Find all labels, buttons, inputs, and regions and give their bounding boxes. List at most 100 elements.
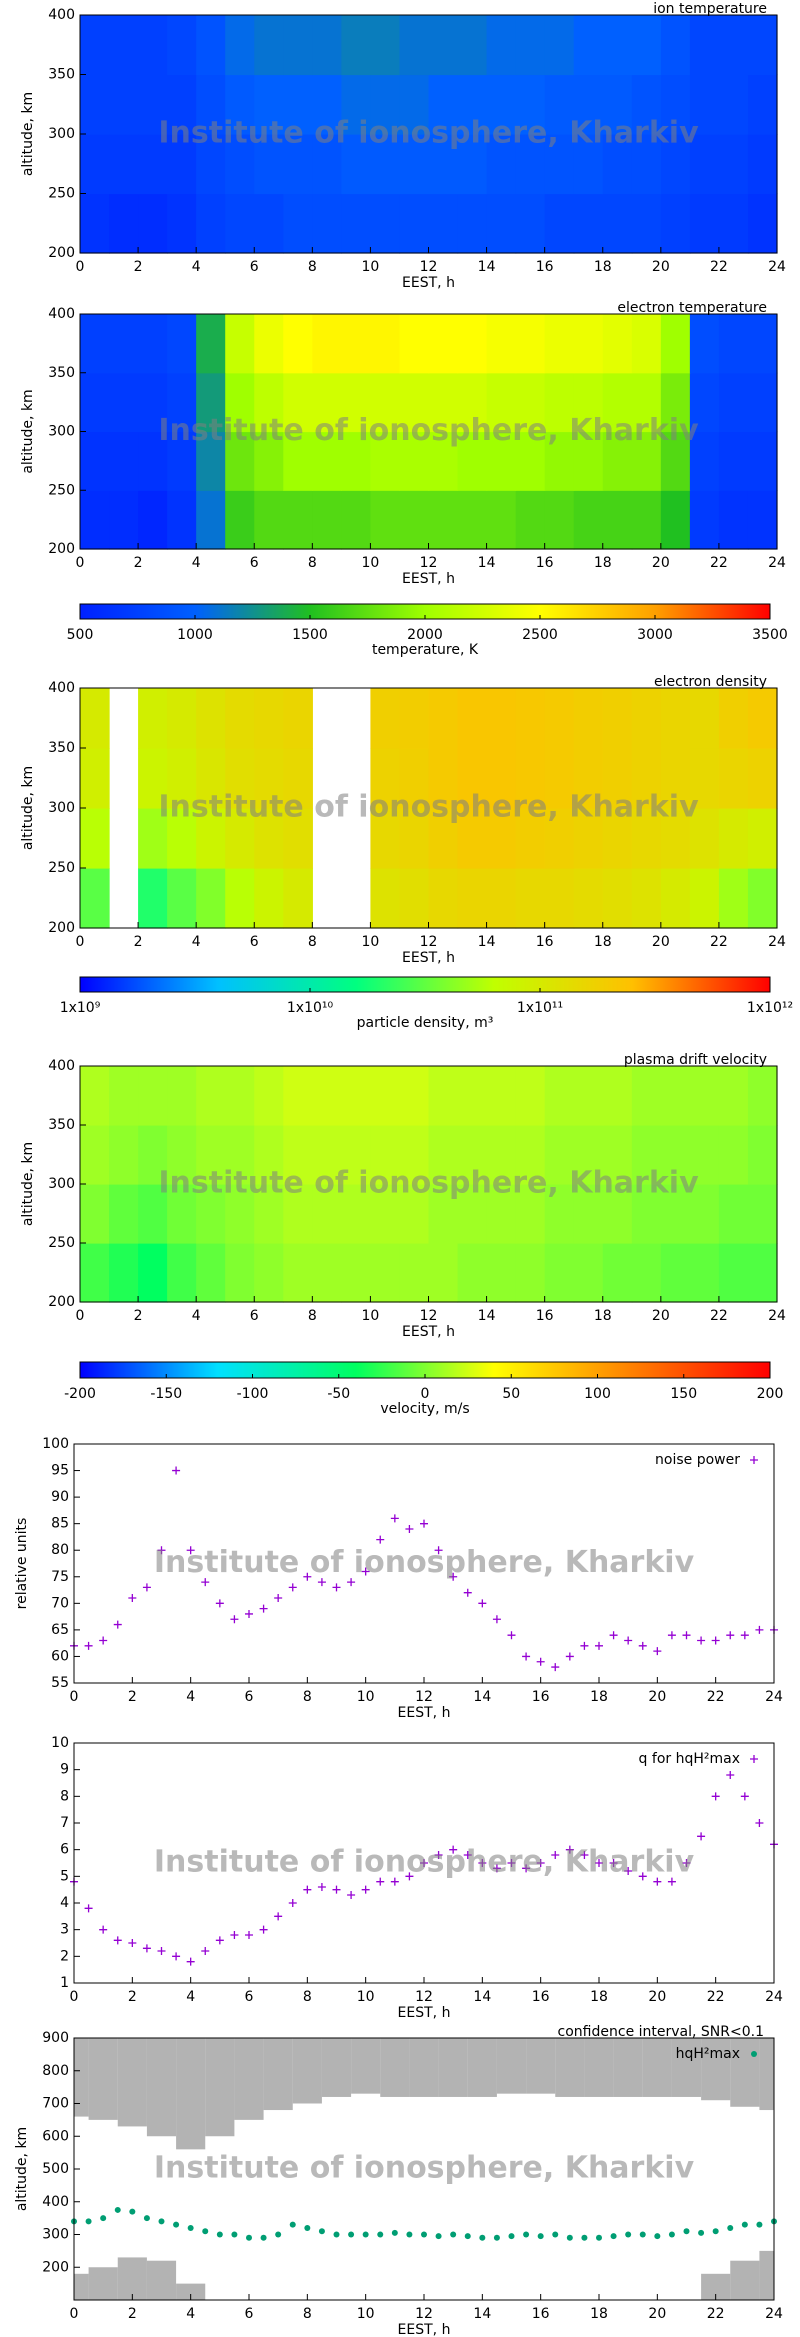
y-tick-label: 500 <box>42 2161 69 2177</box>
heat-cell <box>544 15 575 76</box>
heat-cell <box>196 688 226 749</box>
heat-cell <box>428 1125 459 1185</box>
heat-cell <box>399 431 430 491</box>
point <box>157 1546 166 1555</box>
heat-cell <box>689 1184 720 1244</box>
point <box>230 1931 239 1939</box>
heat-cell <box>457 490 488 550</box>
point <box>668 2231 675 2238</box>
x-axis-label: EEST, h <box>402 1324 455 1340</box>
heat-cell <box>196 1243 226 1303</box>
heat-cell <box>602 490 633 550</box>
heat-cell <box>486 431 517 491</box>
heat-cell <box>283 372 313 433</box>
heat-cell <box>573 808 604 869</box>
heat-cell <box>225 15 255 76</box>
heat-cell <box>283 1066 313 1126</box>
point <box>595 1641 603 1650</box>
x-tick-label: 6 <box>245 1689 254 1705</box>
heat-cell <box>138 688 168 749</box>
confidence-band <box>351 2038 381 2094</box>
heat-cell <box>457 15 488 76</box>
colorbar-tick-label: 1x10⁹ <box>60 1000 101 1016</box>
point <box>376 1535 385 1544</box>
heat-cell <box>718 193 749 254</box>
point <box>434 1546 443 1555</box>
confidence-band <box>146 2260 177 2300</box>
heat-cell <box>225 868 255 929</box>
heat-cell <box>689 431 720 491</box>
colorbar-label: temperature, K <box>372 642 479 658</box>
legend-label: q for hqH²max <box>639 1751 740 1767</box>
heat-cell <box>660 748 691 809</box>
x-tick-label: 22 <box>710 934 728 950</box>
y-tick-label: 250 <box>48 860 75 876</box>
point <box>420 1859 428 1867</box>
x-tick-label: 2 <box>134 1308 143 1324</box>
confidence-band <box>555 2038 585 2097</box>
heat-cell <box>196 193 226 254</box>
colorbar-tick-label: 150 <box>670 1386 697 1402</box>
x-tick-label: 4 <box>192 555 201 571</box>
heat-cell <box>631 748 662 809</box>
point <box>682 1631 691 1640</box>
heat-cell <box>747 1125 778 1185</box>
heat-cell <box>573 15 604 76</box>
heat-cell <box>254 868 284 929</box>
heat-cell <box>312 1184 342 1244</box>
point <box>274 1594 283 1603</box>
colorbar-tick-label: 50 <box>502 1386 520 1402</box>
point <box>609 1631 618 1640</box>
heat-cell <box>660 1243 691 1303</box>
heat-cell <box>718 134 749 195</box>
heat-cell <box>747 490 778 550</box>
heat-cell <box>660 314 691 374</box>
y-tick-label: 200 <box>48 541 75 557</box>
heat-cell <box>631 15 662 76</box>
point <box>114 2206 121 2213</box>
heat-cell <box>312 314 342 374</box>
heat-cell <box>457 688 488 749</box>
point <box>187 2224 194 2231</box>
heat-cell <box>225 314 255 374</box>
heat-cell <box>254 1243 284 1303</box>
x-tick-label: 14 <box>473 1989 491 2005</box>
point <box>624 1636 633 1645</box>
point <box>565 1652 574 1661</box>
point <box>596 2234 602 2241</box>
point <box>624 1867 633 1875</box>
heat-cell <box>457 868 488 929</box>
x-tick-label: 2 <box>134 934 143 950</box>
heat-cell <box>602 193 633 254</box>
heat-cell <box>167 1066 197 1126</box>
heat-cell <box>515 688 546 749</box>
point <box>231 2231 238 2238</box>
heat-cell <box>486 808 517 869</box>
heat-cell <box>138 314 168 374</box>
heat-cell <box>80 490 110 550</box>
heat-cell <box>312 15 342 76</box>
heat-cell <box>312 1066 342 1126</box>
x-tick-label: 24 <box>768 555 786 571</box>
point <box>449 1572 458 1581</box>
heat-cell <box>225 490 255 550</box>
y-axis-label: altitude, km <box>14 2127 30 2211</box>
heat-cell <box>544 1066 575 1126</box>
heat-cell <box>660 134 691 195</box>
point <box>142 1944 151 1953</box>
heat-cell <box>109 1066 139 1126</box>
confidence-band <box>613 2038 643 2097</box>
x-tick-label: 18 <box>594 259 612 275</box>
heat-cell <box>718 74 749 135</box>
point <box>537 2233 544 2240</box>
point <box>186 1546 195 1555</box>
heat-cell <box>544 314 575 374</box>
point <box>172 1952 181 1961</box>
heat-cell <box>457 372 488 433</box>
x-tick-label: 0 <box>70 1689 79 1705</box>
heat-cell <box>747 193 778 254</box>
point <box>551 1851 560 1859</box>
x-tick-label: 6 <box>250 934 259 950</box>
heat-cell <box>689 74 720 135</box>
point <box>85 2218 92 2225</box>
